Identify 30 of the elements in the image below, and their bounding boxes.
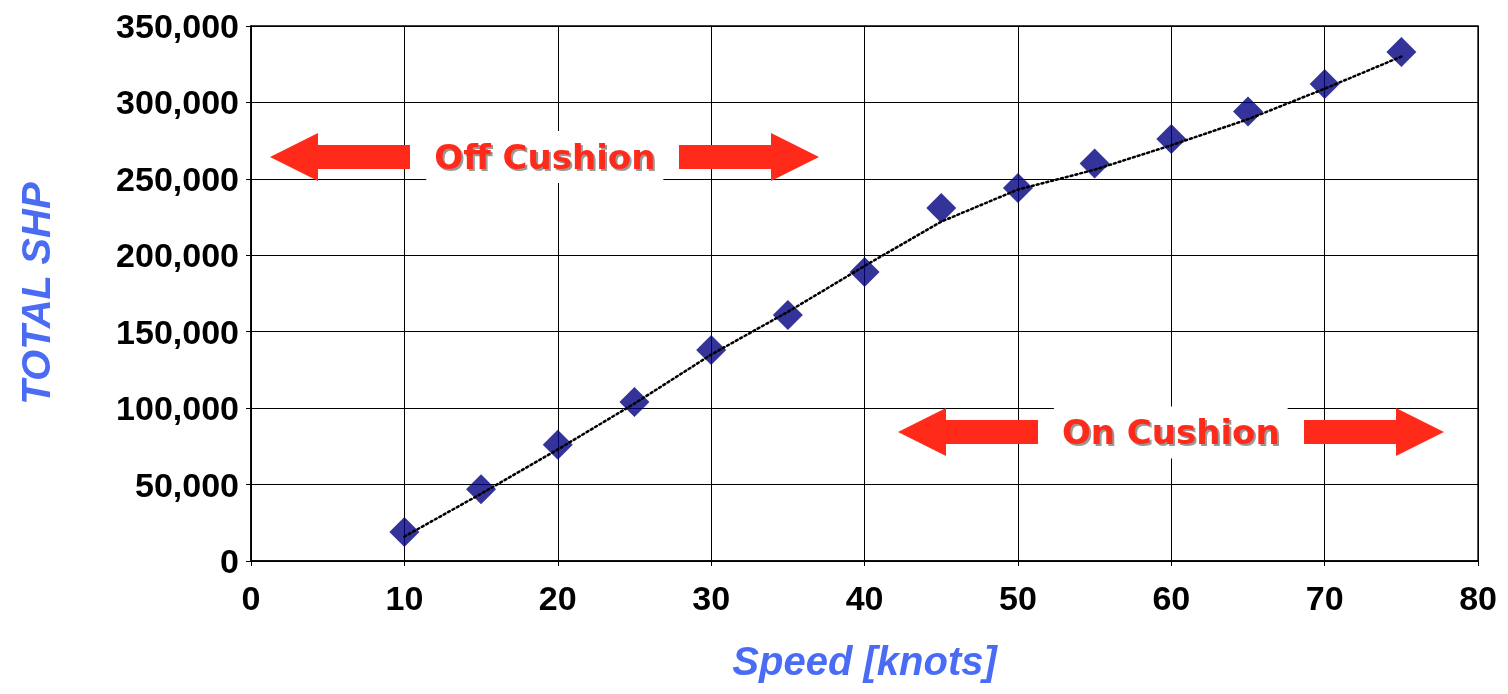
y-tick-label: 350,000 <box>116 7 239 45</box>
y-tick-label: 200,000 <box>116 236 239 275</box>
point <box>1309 69 1340 100</box>
x-tick-label: 30 <box>692 579 731 617</box>
y-tick-label: 250,000 <box>116 159 239 198</box>
y-axis-title: TOTAL SHP <box>14 182 58 405</box>
y-tick-label: 150,000 <box>116 312 239 351</box>
x-tick-label: 80 <box>1459 579 1497 617</box>
annotation: Off Cushion <box>434 136 656 177</box>
x-tick-label: 40 <box>845 579 884 617</box>
point <box>542 429 573 460</box>
x-tick-label: 60 <box>1152 579 1191 617</box>
x-tick-label: 10 <box>385 579 424 617</box>
annotation: On Cushion <box>1063 414 1282 455</box>
point <box>389 516 420 547</box>
x-tick-label: 70 <box>1305 579 1344 617</box>
point <box>772 299 803 330</box>
y-tick-label: 0 <box>220 542 239 580</box>
y-tick-label: 50,000 <box>135 465 239 504</box>
y-tick-label: 300,000 <box>116 83 239 122</box>
point <box>926 192 957 223</box>
x-tick-label: 20 <box>538 579 577 617</box>
point <box>1233 96 1264 127</box>
y-tick-label: 100,000 <box>116 389 239 428</box>
x-tick-label: 50 <box>999 579 1037 617</box>
point <box>696 335 727 366</box>
x-axis-title: Speed [knots] <box>732 639 999 683</box>
point <box>619 387 650 418</box>
point <box>1386 36 1417 67</box>
point <box>849 257 880 288</box>
